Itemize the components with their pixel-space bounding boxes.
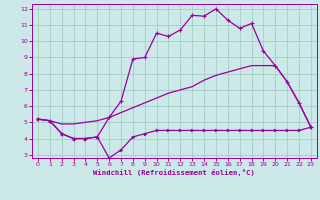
X-axis label: Windchill (Refroidissement éolien,°C): Windchill (Refroidissement éolien,°C) [93,169,255,176]
